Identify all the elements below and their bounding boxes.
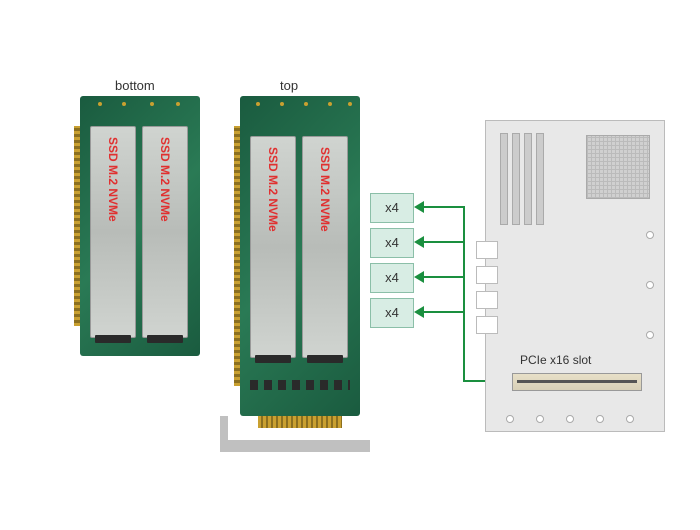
standoff [646, 281, 654, 289]
pcie-x16-slot [512, 373, 642, 391]
ssd-module: SSD M.2 NVMe [250, 136, 296, 358]
standoff [646, 231, 654, 239]
ssd-label: SSD M.2 NVMe [318, 147, 332, 232]
ssd-module: SSD M.2 NVMe [302, 136, 348, 358]
slot-key [517, 380, 637, 383]
arrow-head [414, 201, 424, 213]
via-dot [122, 102, 126, 106]
ram-slot [536, 133, 544, 225]
motherboard: PCIe x16 slot [485, 120, 665, 432]
m2-connector [147, 335, 183, 343]
label-top: top [280, 78, 298, 93]
via-dot [98, 102, 102, 106]
card-bottom: SSD M.2 NVMe SSD M.2 NVMe [80, 96, 200, 356]
pci-bracket [220, 440, 370, 452]
gold-edge [234, 126, 240, 386]
arrow-line [424, 241, 464, 243]
arrow-head [414, 306, 424, 318]
ssd-label: SSD M.2 NVMe [158, 137, 172, 222]
ram-slot [524, 133, 532, 225]
pcie-fingers [258, 416, 342, 428]
via-dot [280, 102, 284, 106]
arrow-head [414, 236, 424, 248]
lane-box: x4 [370, 298, 414, 328]
ram-slot [512, 133, 520, 225]
components [250, 380, 350, 390]
ram-slot [500, 133, 508, 225]
via-dot [348, 102, 352, 106]
io-cutout [476, 266, 498, 284]
m2-connector [95, 335, 131, 343]
arrow-line [463, 206, 465, 381]
ssd-module: SSD M.2 NVMe [142, 126, 188, 338]
lane-box: x4 [370, 228, 414, 258]
lane-box: x4 [370, 193, 414, 223]
gold-edge [74, 126, 80, 326]
via-dot [304, 102, 308, 106]
arrow-line [424, 311, 464, 313]
standoff [596, 415, 604, 423]
via-dot [328, 102, 332, 106]
ssd-label: SSD M.2 NVMe [106, 137, 120, 222]
pci-bracket [220, 416, 228, 440]
io-cutout [476, 316, 498, 334]
standoff [626, 415, 634, 423]
via-dot [256, 102, 260, 106]
card-top: SSD M.2 NVMe SSD M.2 NVMe [240, 96, 360, 416]
lane-box: x4 [370, 263, 414, 293]
ssd-module: SSD M.2 NVMe [90, 126, 136, 338]
arrow-line [424, 206, 464, 208]
standoff [646, 331, 654, 339]
standoff [566, 415, 574, 423]
standoff [506, 415, 514, 423]
cpu-socket [586, 135, 650, 199]
arrow-line [424, 276, 464, 278]
arrow-head [414, 271, 424, 283]
standoff [536, 415, 544, 423]
m2-connector [255, 355, 291, 363]
m2-connector [307, 355, 343, 363]
via-dot [150, 102, 154, 106]
label-bottom: bottom [115, 78, 155, 93]
io-cutout [476, 291, 498, 309]
via-dot [176, 102, 180, 106]
pcie-slot-label: PCIe x16 slot [520, 353, 591, 367]
io-cutout [476, 241, 498, 259]
ssd-label: SSD M.2 NVMe [266, 147, 280, 232]
